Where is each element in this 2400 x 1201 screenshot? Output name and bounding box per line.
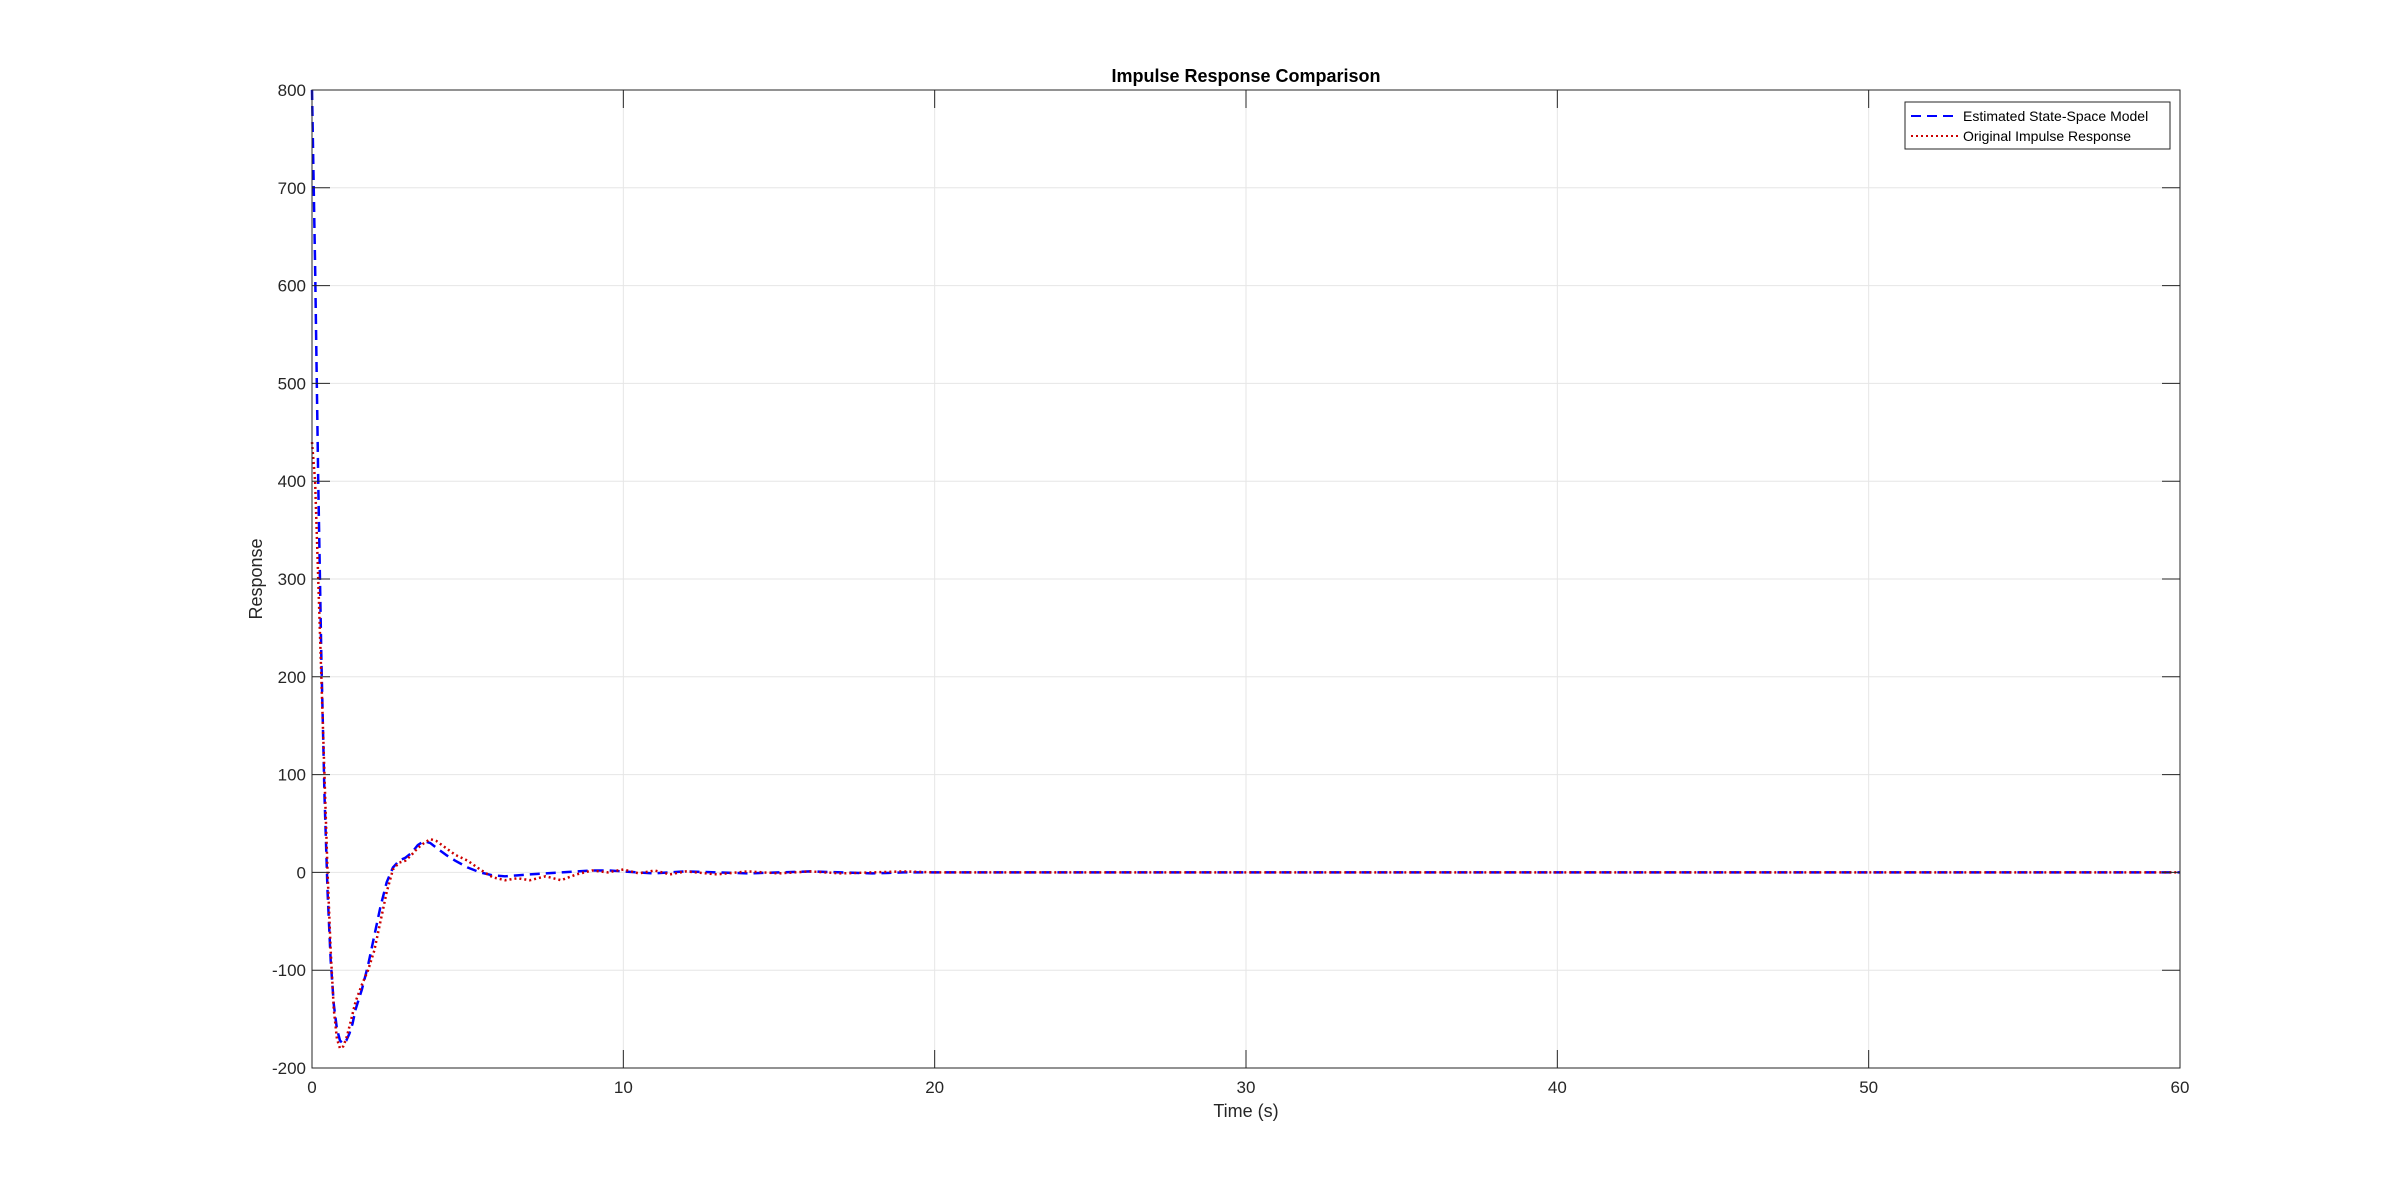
x-tick-label: 30 bbox=[1237, 1078, 1256, 1097]
legend-label-original: Original Impulse Response bbox=[1963, 128, 2131, 144]
y-tick-label: -200 bbox=[272, 1059, 306, 1078]
y-tick-label: 300 bbox=[278, 570, 306, 589]
x-axis-label: Time (s) bbox=[1213, 1101, 1278, 1121]
legend-label-estimated: Estimated State-Space Model bbox=[1963, 108, 2148, 124]
chart-title: Impulse Response Comparison bbox=[1111, 66, 1380, 86]
y-tick-label: 0 bbox=[297, 863, 306, 882]
series-line-original bbox=[310, 441, 2180, 1050]
x-tick-label: 60 bbox=[2171, 1078, 2190, 1097]
y-axis-label: Response bbox=[246, 538, 266, 619]
legend-box bbox=[1904, 101, 2171, 150]
x-tick-label: 40 bbox=[1548, 1078, 1567, 1097]
x-tick-label: 0 bbox=[307, 1078, 316, 1097]
y-tick-label: 800 bbox=[278, 81, 306, 100]
y-tick-label: 200 bbox=[278, 668, 306, 687]
series-layer bbox=[310, 89, 2180, 1050]
y-tick-label: 700 bbox=[278, 179, 306, 198]
x-tick-label: 50 bbox=[1859, 1078, 1878, 1097]
ticks: 0 10 20 30 40 50 60 -200 -100 0 100 200 300 400 500 600… bbox=[272, 81, 2189, 1097]
legend: Estimated State-Space Model Original Imp… bbox=[1904, 101, 2171, 150]
y-tick-label: 500 bbox=[278, 374, 306, 393]
y-tick-label: 400 bbox=[278, 472, 306, 491]
y-tick-label: 100 bbox=[278, 766, 306, 785]
y-tick-label: -100 bbox=[272, 961, 306, 980]
x-tick-label: 20 bbox=[925, 1078, 944, 1097]
y-tick-label: 600 bbox=[278, 277, 306, 296]
x-tick-label: 10 bbox=[614, 1078, 633, 1097]
